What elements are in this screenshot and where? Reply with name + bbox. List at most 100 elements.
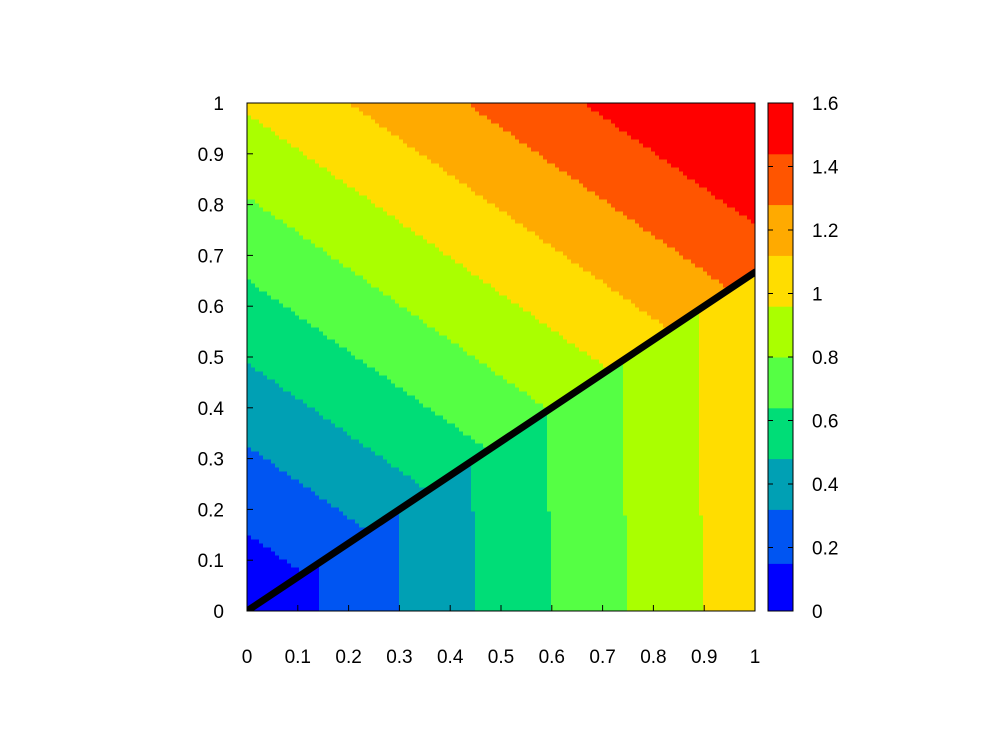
heatmap-cell bbox=[359, 191, 364, 196]
heatmap-cell bbox=[259, 115, 264, 120]
heatmap-cell bbox=[335, 347, 340, 352]
heatmap-cell bbox=[351, 259, 356, 264]
heatmap-cell bbox=[363, 327, 368, 332]
heatmap-cell bbox=[287, 183, 292, 188]
heatmap-cell bbox=[303, 583, 308, 588]
heatmap-cell bbox=[347, 295, 352, 300]
heatmap-cell bbox=[251, 315, 256, 320]
heatmap-cell bbox=[363, 487, 368, 492]
heatmap-cell bbox=[263, 247, 268, 252]
heatmap-cell bbox=[347, 259, 352, 264]
heatmap-cell bbox=[391, 323, 396, 328]
heatmap-cell bbox=[275, 183, 280, 188]
heatmap-cell bbox=[319, 467, 324, 472]
heatmap-cell bbox=[275, 459, 280, 464]
heatmap-cell bbox=[271, 143, 276, 148]
heatmap-cell bbox=[295, 219, 300, 224]
heatmap-cell bbox=[307, 439, 312, 444]
heatmap-cell bbox=[311, 243, 316, 248]
heatmap-cell bbox=[319, 535, 324, 540]
heatmap-cell bbox=[351, 335, 356, 340]
heatmap-cell bbox=[359, 119, 364, 124]
heatmap-cell bbox=[311, 355, 316, 360]
heatmap-cell bbox=[367, 575, 372, 580]
heatmap-cell bbox=[363, 263, 368, 268]
heatmap-cell bbox=[391, 379, 396, 384]
heatmap-cell bbox=[323, 563, 328, 568]
heatmap-cell bbox=[271, 347, 276, 352]
heatmap-cell bbox=[379, 527, 384, 532]
heatmap-cell bbox=[383, 167, 388, 172]
heatmap-cell bbox=[367, 435, 372, 440]
heatmap-cell bbox=[247, 283, 252, 288]
heatmap-cell bbox=[251, 295, 256, 300]
heatmap-cell bbox=[291, 347, 296, 352]
heatmap-cell bbox=[379, 295, 384, 300]
heatmap-cell bbox=[331, 231, 336, 236]
heatmap-cell bbox=[319, 239, 324, 244]
heatmap-cell bbox=[275, 151, 280, 156]
heatmap-cell bbox=[391, 599, 396, 604]
heatmap-cell bbox=[251, 127, 256, 132]
heatmap-cell bbox=[359, 499, 364, 504]
heatmap-cell bbox=[391, 191, 396, 196]
heatmap-cell bbox=[319, 571, 324, 576]
heatmap-cell bbox=[303, 439, 308, 444]
heatmap-cell bbox=[399, 191, 404, 196]
heatmap-cell bbox=[275, 395, 280, 400]
heatmap-cell bbox=[391, 403, 396, 408]
heatmap-cell bbox=[267, 339, 272, 344]
heatmap-cell bbox=[387, 127, 392, 132]
heatmap-cell bbox=[355, 447, 360, 452]
heatmap-cell bbox=[363, 279, 368, 284]
heatmap-cell bbox=[255, 551, 260, 556]
heatmap-cell bbox=[311, 555, 316, 560]
heatmap-cell bbox=[295, 215, 300, 220]
heatmap-cell bbox=[303, 519, 308, 524]
heatmap-cell bbox=[247, 147, 252, 152]
heatmap-cell bbox=[335, 451, 340, 456]
heatmap-cell bbox=[275, 471, 280, 476]
heatmap-cell bbox=[283, 135, 288, 140]
heatmap-cell bbox=[355, 159, 360, 164]
heatmap-cell bbox=[391, 195, 396, 200]
heatmap-cell bbox=[351, 283, 356, 288]
heatmap-cell bbox=[363, 299, 368, 304]
heatmap-cell bbox=[291, 271, 296, 276]
heatmap-cell bbox=[391, 283, 396, 288]
heatmap-cell bbox=[295, 319, 300, 324]
heatmap-cell bbox=[383, 347, 388, 352]
heatmap-cell bbox=[331, 355, 336, 360]
heatmap-cell bbox=[323, 175, 328, 180]
heatmap-cell bbox=[295, 427, 300, 432]
heatmap-cell bbox=[375, 255, 380, 260]
heatmap-cell bbox=[395, 539, 400, 544]
heatmap-cell bbox=[327, 219, 332, 224]
heatmap-cell bbox=[299, 487, 304, 492]
heatmap-cell bbox=[399, 199, 404, 204]
heatmap-cell bbox=[331, 139, 336, 144]
heatmap-cell bbox=[355, 235, 360, 240]
heatmap-cell bbox=[315, 239, 320, 244]
heatmap-cell bbox=[327, 159, 332, 164]
heatmap-cell bbox=[339, 323, 344, 328]
heatmap-cell bbox=[247, 475, 252, 480]
heatmap-cell bbox=[267, 475, 272, 480]
heatmap-cell bbox=[379, 591, 384, 596]
heatmap-cell bbox=[399, 159, 404, 164]
heatmap-cell bbox=[279, 455, 284, 460]
heatmap-cell bbox=[303, 127, 308, 132]
heatmap-cell bbox=[299, 451, 304, 456]
heatmap-cell bbox=[359, 315, 364, 320]
heatmap-cell bbox=[339, 595, 344, 600]
heatmap-cell bbox=[247, 183, 252, 188]
heatmap-cell bbox=[323, 283, 328, 288]
heatmap-cell bbox=[283, 411, 288, 416]
heatmap-cell bbox=[287, 563, 292, 568]
heatmap-cell bbox=[311, 255, 316, 260]
heatmap-cell bbox=[291, 471, 296, 476]
heatmap-cell bbox=[255, 247, 260, 252]
heatmap-cell bbox=[299, 515, 304, 520]
heatmap-cell bbox=[367, 403, 372, 408]
